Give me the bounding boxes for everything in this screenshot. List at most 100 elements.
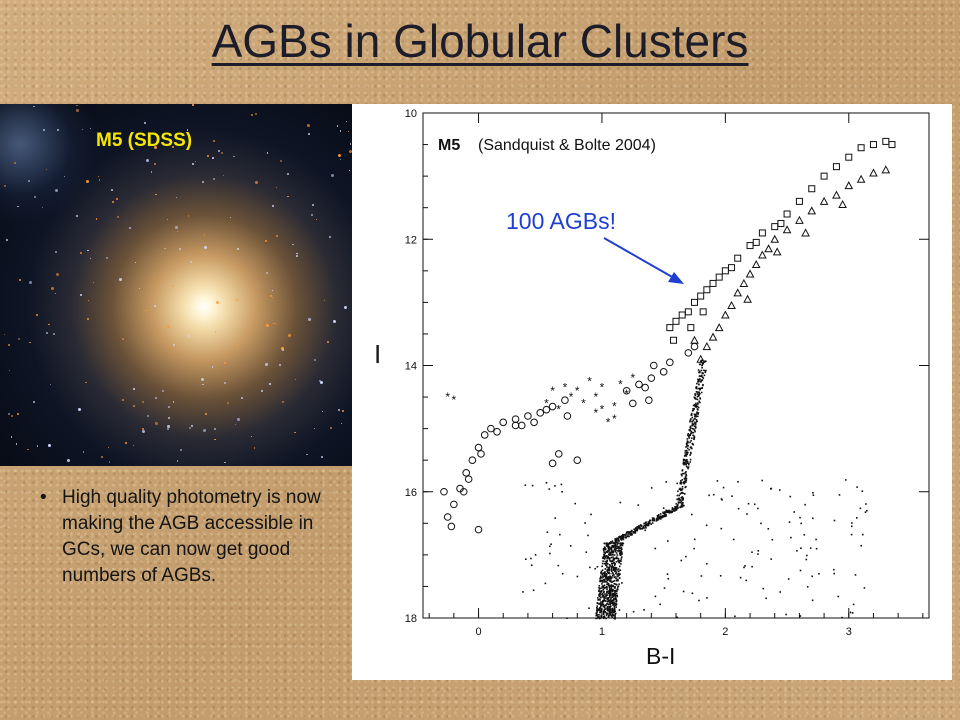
photo-star	[45, 168, 47, 170]
star-dot	[598, 598, 601, 600]
star-dot	[681, 474, 683, 477]
photo-star	[194, 160, 196, 162]
photo-star	[229, 217, 232, 219]
star-dot	[611, 566, 613, 568]
star-dot	[695, 386, 698, 389]
photo-star	[276, 186, 278, 189]
star-dot	[701, 387, 703, 389]
star-dot	[682, 472, 684, 475]
star-dot	[606, 605, 609, 608]
square-marker	[672, 317, 680, 325]
star-dot	[618, 565, 621, 568]
star-dot	[695, 415, 698, 418]
triangle-marker	[856, 174, 866, 183]
star-dot	[620, 546, 623, 549]
star-dot	[612, 559, 615, 561]
photo-star	[176, 460, 179, 462]
star-dot	[677, 490, 679, 493]
star-dot	[691, 421, 694, 423]
triangle-marker	[721, 310, 730, 319]
star-dot	[614, 586, 616, 588]
triangle-marker	[727, 300, 736, 310]
star-dot	[660, 516, 663, 519]
circle-marker	[511, 421, 520, 430]
photo-star	[76, 105, 78, 107]
star-dot	[691, 447, 693, 450]
star-marker: *	[575, 384, 580, 398]
star-dot	[804, 503, 806, 506]
photo-star	[315, 218, 318, 220]
star-dot	[605, 578, 607, 580]
star-dot	[692, 443, 694, 446]
star-dot	[611, 600, 613, 603]
star-dot	[811, 575, 813, 578]
photo-star	[108, 446, 110, 448]
star-dot	[611, 609, 614, 611]
star-dot	[851, 522, 853, 524]
star-dot	[658, 516, 660, 518]
photo-star	[254, 447, 256, 449]
star-dot	[613, 611, 615, 614]
star-dot	[693, 436, 695, 439]
star-dot	[701, 376, 704, 378]
star-dot	[617, 542, 620, 544]
star-dot	[697, 369, 700, 371]
photo-star	[214, 438, 216, 441]
photo-star	[53, 332, 56, 335]
star-dot	[833, 568, 835, 571]
photo-star	[319, 379, 322, 382]
star-dot	[615, 545, 617, 548]
star-dot	[633, 528, 635, 531]
star-dot	[685, 555, 687, 558]
photo-star	[174, 226, 178, 230]
star-dot	[683, 463, 685, 466]
y-tick-label: 18	[405, 613, 417, 625]
photo-star	[348, 170, 350, 172]
star-dot	[809, 547, 812, 549]
star-dot	[596, 566, 599, 568]
star-dot	[684, 472, 687, 474]
star-dot	[608, 546, 611, 548]
photo-star	[95, 218, 98, 220]
star-dot	[688, 437, 691, 439]
star-dot	[611, 562, 613, 565]
star-dot	[626, 531, 629, 533]
star-dot	[744, 565, 746, 567]
star-dot	[614, 557, 616, 559]
star-dot	[680, 492, 683, 494]
photo-star	[307, 123, 311, 127]
star-dot	[697, 379, 699, 381]
star-dot	[610, 605, 612, 608]
star-dot	[865, 503, 867, 505]
star-dot	[615, 594, 618, 597]
star-dot	[601, 585, 604, 588]
star-dot	[720, 527, 723, 530]
photo-star	[172, 146, 175, 149]
star-dot	[609, 596, 611, 598]
photo-star	[294, 431, 296, 434]
star-dot	[612, 585, 614, 587]
star-dot	[602, 613, 605, 615]
triangle-marker	[819, 196, 829, 205]
photo-star	[339, 130, 341, 132]
star-dot	[601, 573, 604, 576]
photo-star	[36, 445, 39, 447]
star-dot	[612, 592, 614, 595]
star-dot	[608, 572, 610, 574]
star-dot	[611, 542, 614, 544]
star-dot	[609, 589, 611, 591]
star-dot	[604, 608, 606, 610]
star-dot	[613, 554, 616, 556]
star-dot	[606, 566, 608, 568]
star-dot	[619, 545, 622, 547]
star-dot	[612, 558, 615, 560]
star-dot	[685, 485, 687, 488]
star-dot	[607, 563, 609, 565]
circle-marker	[536, 409, 545, 417]
star-dot	[644, 522, 647, 524]
star-dot	[699, 363, 701, 366]
triangle-marker	[696, 354, 706, 363]
star-dot	[614, 570, 616, 573]
star-dot	[676, 482, 678, 485]
star-dot	[608, 609, 611, 612]
